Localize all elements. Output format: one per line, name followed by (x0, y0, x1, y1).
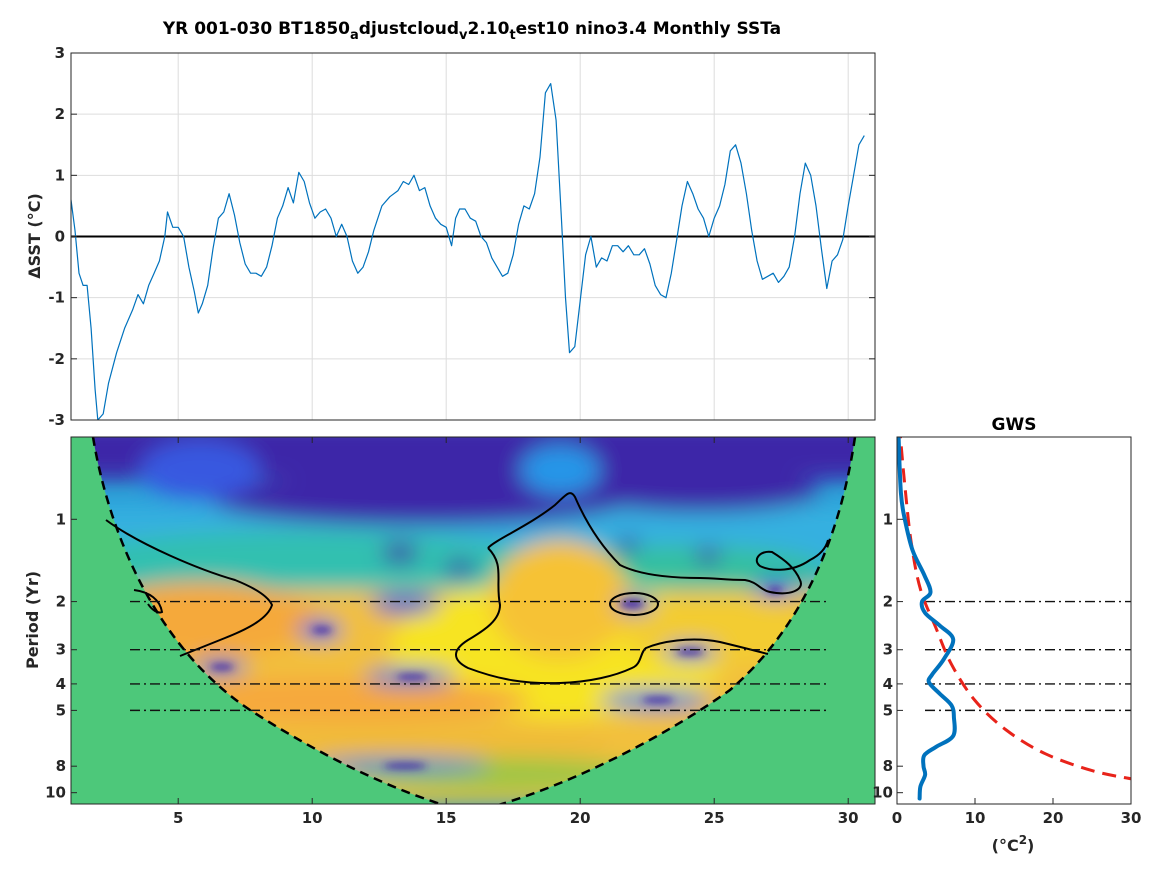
title-subscript-2: v (459, 28, 468, 43)
wavelet-x-tick-label-4: 25 (704, 809, 725, 827)
heatmap-dot-2 (676, 649, 704, 655)
heatmap-dot-5 (210, 664, 234, 670)
title-subscript-1: a (350, 28, 359, 43)
gws-title: GWS (992, 415, 1037, 435)
sst-series-line (71, 83, 865, 420)
sst-y-tick-label-4: -1 (48, 289, 65, 307)
heatmap-blob-orange-low (250, 723, 610, 767)
heatmap-blob-yellow-upper (490, 540, 630, 660)
gws-y-tick-label-1: 2 (883, 593, 893, 611)
gws-x-tick-label-2: 20 (1043, 809, 1064, 827)
wavelet-y-tick-label-5: 8 (56, 757, 66, 775)
wavelet-y-tick-label-4: 5 (56, 701, 66, 719)
wavelet-y-tick-label-3: 4 (56, 675, 66, 693)
title-part-1: YR 001-030 BT1850 (162, 19, 350, 39)
gws-y-tick-label-6: 10 (872, 784, 893, 802)
sst-y-axis-label: ΔSST (°C) (25, 193, 44, 279)
gws-x-tick-label-1: 10 (965, 809, 986, 827)
gws-x-tick-label-0: 0 (892, 809, 902, 827)
gws-spectrum-curve (897, 437, 957, 801)
cone-mask-left (71, 437, 441, 804)
title-part-4: est10 nino3.4 Monthly SSTa (516, 19, 781, 39)
significance-contour-small-left (133, 589, 164, 614)
heatmap-blob-blue-top (520, 445, 600, 495)
wavelet-y-ticks: 1 2 3 4 5 8 10 (45, 510, 77, 802)
title-part-2: djustcloud (359, 19, 459, 39)
heatmap-dot-6 (396, 674, 428, 680)
gws-x-axis-label: (°C2) (992, 833, 1035, 855)
gws-x-tick-label-3: 30 (1121, 809, 1142, 827)
gws-y-tick-label-3: 4 (883, 675, 893, 693)
wavelet-x-ticks: 5 10 15 20 25 30 (173, 437, 859, 827)
sst-y-ticks: 3 2 1 0 -1 -2 -3 (48, 44, 875, 429)
gws-y-tick-label-2: 3 (883, 641, 893, 659)
heatmap-blob-dark-right (580, 472, 820, 512)
significance-contour-center (455, 547, 769, 685)
significance-contour-ring (609, 592, 659, 616)
wavelet-y-axis-label: Period (Yr) (23, 571, 42, 669)
heatmap-core-3 (618, 537, 638, 553)
wavelet-heatmap (71, 437, 875, 804)
gws-x-label-end: ) (1027, 836, 1034, 855)
title-subscript-3: t (509, 28, 515, 43)
figure-title: YR 001-030 BT1850adjustcloudv2.10test10 … (162, 19, 781, 43)
wavelet-y-tick-label-6: 10 (45, 784, 66, 802)
cone-boundary-right (497, 437, 857, 804)
heatmap-blob-dark-upper (210, 475, 630, 525)
wavelet-y-tick-label-0: 1 (56, 510, 66, 528)
gws-significance-curve (898, 437, 1131, 781)
heatmap-dot-7 (312, 627, 332, 633)
heatmap-dot-4 (383, 763, 427, 769)
gws-y-tick-label-0: 1 (883, 510, 893, 528)
sst-y-tick-label-2: 1 (55, 166, 65, 184)
wavelet-panel-frame (70, 436, 876, 805)
gws-panel-frame (896, 436, 1132, 805)
gws-x-label-base: (°C (992, 836, 1019, 855)
sst-y-tick-label-3: 0 (55, 228, 65, 246)
wavelet-x-tick-label-5: 30 (838, 809, 859, 827)
heatmap-core-6 (371, 594, 439, 614)
wavelet-y-tick-label-2: 3 (56, 641, 66, 659)
wavelet-y-tick-label-1: 2 (56, 593, 66, 611)
heatmap-core-4 (696, 548, 720, 564)
gws-y-tick-label-5: 8 (883, 757, 893, 775)
sst-panel: 3 2 1 0 -1 -2 -3 ΔSST (°C) (25, 44, 876, 429)
heatmap-core-1 (382, 543, 418, 563)
wavelet-x-tick-label-3: 20 (570, 809, 591, 827)
heatmap-dot-3 (642, 697, 674, 703)
sst-y-tick-label-6: -3 (48, 411, 65, 429)
significance-contour-upper-right (487, 492, 829, 595)
title-part-3: 2.10 (467, 19, 509, 39)
wavelet-reference-lines (130, 600, 830, 712)
gws-y-tick-label-4: 5 (883, 701, 893, 719)
sst-y-tick-label-1: 2 (55, 105, 65, 123)
gws-y-ticks: 1 2 3 4 5 8 10 (872, 510, 903, 802)
wavelet-x-tick-label-0: 5 (173, 809, 183, 827)
wavelet-panel: 5 10 15 20 25 30 1 2 3 4 5 8 10 Period (Yr) (23, 436, 876, 827)
gws-x-label-sup: 2 (1019, 833, 1027, 847)
gws-reference-lines (925, 600, 1131, 712)
heatmap-core-2 (444, 560, 476, 576)
gws-x-ticks: 0 10 20 30 (892, 798, 1142, 827)
cone-mask-right (501, 437, 875, 804)
heatmap-blob-blue-left (140, 440, 260, 500)
wavelet-x-tick-label-2: 15 (436, 809, 457, 827)
wavelet-x-tick-label-1: 10 (302, 809, 323, 827)
sst-y-tick-label-5: -2 (48, 350, 65, 368)
sst-y-tick-label-0: 3 (55, 44, 65, 62)
